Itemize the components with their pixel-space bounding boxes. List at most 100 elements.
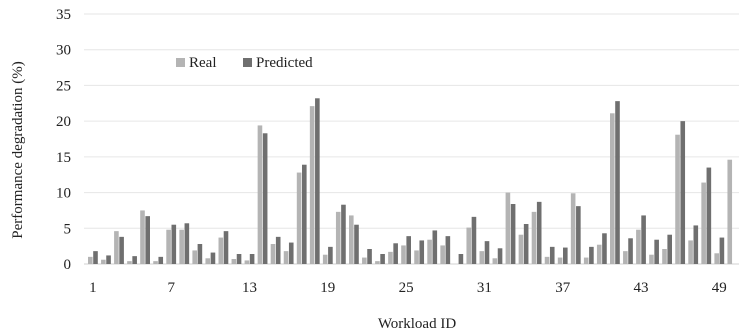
bar-real-35 xyxy=(531,211,537,264)
bar-real-16 xyxy=(283,251,289,264)
bar-predicted-15 xyxy=(275,236,281,264)
legend-label-predicted: Predicted xyxy=(256,55,313,71)
bar-predicted-4 xyxy=(132,256,137,264)
bar-predicted-19 xyxy=(328,246,333,264)
y-axis-label: Performance degradation (%) xyxy=(10,61,26,238)
bar-real-2 xyxy=(101,259,106,264)
bar-predicted-44 xyxy=(654,239,659,264)
bar-real-26 xyxy=(414,250,419,264)
x-tick-label: 49 xyxy=(712,280,727,296)
bar-predicted-7 xyxy=(171,224,177,264)
bar-predicted-12 xyxy=(236,254,242,264)
x-tick-label: 13 xyxy=(242,280,257,296)
bar-predicted-27 xyxy=(432,230,438,264)
bar-real-24 xyxy=(388,251,393,264)
bar-predicted-39 xyxy=(589,246,594,264)
bar-real-10 xyxy=(205,258,211,264)
bar-predicted-30 xyxy=(471,216,477,264)
bar-real-1 xyxy=(88,256,93,264)
x-tick-label: 43 xyxy=(634,280,649,296)
bar-real-38 xyxy=(570,193,576,264)
x-tick-label: 7 xyxy=(167,280,175,296)
bar-predicted-10 xyxy=(210,252,216,264)
legend: Real Predicted xyxy=(176,55,313,71)
bar-real-23 xyxy=(375,261,380,264)
bar-predicted-31 xyxy=(484,241,490,264)
bar-predicted-41 xyxy=(615,101,620,264)
bar-real-25 xyxy=(401,245,406,264)
bar-predicted-9 xyxy=(197,244,203,264)
bar-real-11 xyxy=(218,237,224,264)
bar-real-15 xyxy=(270,244,276,264)
bar-real-6 xyxy=(153,261,158,264)
bar-real-17 xyxy=(296,172,302,264)
x-tick-label: 31 xyxy=(477,280,492,296)
bar-predicted-6 xyxy=(158,256,164,264)
bar-real-34 xyxy=(518,234,524,264)
bar-predicted-48 xyxy=(706,167,712,264)
bar-predicted-3 xyxy=(119,236,124,264)
bar-predicted-25 xyxy=(406,236,411,264)
bar-real-47 xyxy=(688,240,693,264)
x-tick-label: 19 xyxy=(320,280,335,296)
bar-predicted-20 xyxy=(341,204,346,264)
bar-real-41 xyxy=(610,113,615,264)
bar-real-40 xyxy=(596,244,602,264)
bar-predicted-47 xyxy=(693,225,699,264)
y-tick-label: 15 xyxy=(56,150,71,166)
bar-predicted-22 xyxy=(367,249,372,264)
y-tick-labels: 0 5 10 15 20 25 30 35 xyxy=(56,7,71,273)
bar-real-8 xyxy=(179,229,184,264)
bar-predicted-40 xyxy=(602,233,607,264)
gridlines xyxy=(84,13,739,265)
x-tick-label: 37 xyxy=(555,280,571,296)
bar-real-50 xyxy=(727,159,733,264)
bar-predicted-37 xyxy=(563,247,568,264)
x-tick-label: 1 xyxy=(89,280,97,296)
bar-real-37 xyxy=(557,257,563,264)
bar-real-3 xyxy=(114,231,119,264)
x-axis-label: Workload ID xyxy=(378,316,457,332)
bar-real-30 xyxy=(466,227,472,264)
bar-real-5 xyxy=(140,210,145,264)
bar-predicted-14 xyxy=(262,133,268,264)
bar-predicted-18 xyxy=(315,98,320,264)
bar-predicted-34 xyxy=(523,224,529,264)
bar-predicted-16 xyxy=(288,242,294,264)
bar-real-31 xyxy=(479,251,485,264)
bar-real-9 xyxy=(192,250,197,264)
y-tick-label: 0 xyxy=(64,257,72,273)
bar-real-43 xyxy=(636,229,641,264)
bar-predicted-17 xyxy=(302,164,307,264)
bar-predicted-49 xyxy=(719,237,725,264)
bar-real-33 xyxy=(505,192,511,264)
bar-predicted-5 xyxy=(145,216,150,264)
bar-real-12 xyxy=(231,259,237,264)
bar-real-39 xyxy=(583,257,589,264)
bar-predicted-35 xyxy=(536,201,542,264)
bar-real-21 xyxy=(349,215,354,264)
bar-predicted-23 xyxy=(380,254,385,264)
legend-swatch-predicted xyxy=(243,58,252,67)
bar-real-27 xyxy=(427,239,432,264)
x-tick-label: 25 xyxy=(399,280,414,296)
bar-predicted-43 xyxy=(641,215,646,264)
bar-real-7 xyxy=(166,229,171,264)
y-tick-label: 20 xyxy=(56,114,71,130)
bar-predicted-33 xyxy=(510,204,516,264)
bar-real-36 xyxy=(544,256,550,264)
bar-predicted-42 xyxy=(628,238,633,264)
x-tick-labels: 1 7 13 19 25 31 37 43 49 xyxy=(89,280,727,296)
bar-predicted-38 xyxy=(576,206,581,264)
bar-real-28 xyxy=(440,245,445,264)
legend-swatch-real xyxy=(176,58,185,67)
bar-predicted-21 xyxy=(354,224,359,264)
bar-real-22 xyxy=(362,257,367,264)
bar-real-20 xyxy=(335,211,341,264)
bar-predicted-1 xyxy=(93,251,98,264)
legend-label-real: Real xyxy=(189,55,217,71)
bar-real-13 xyxy=(244,260,250,264)
bar-predicted-29 xyxy=(458,254,464,264)
bar-real-44 xyxy=(649,254,654,264)
y-tick-label: 10 xyxy=(56,186,71,202)
